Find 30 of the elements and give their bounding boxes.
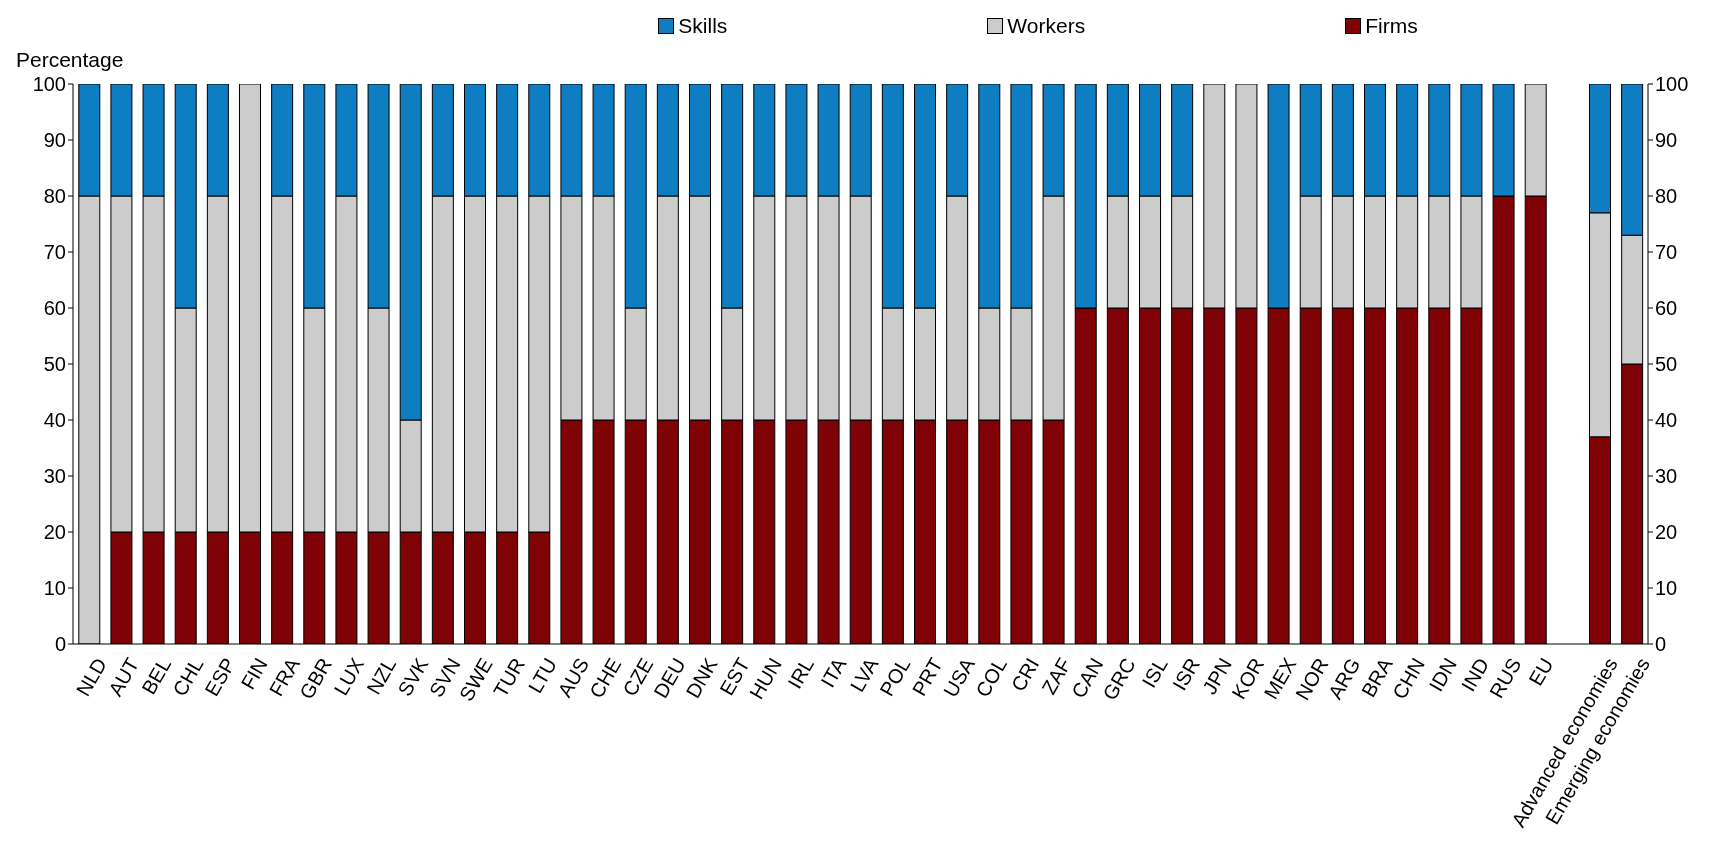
y2-tick-label: 70	[1655, 241, 1678, 264]
y2-tick-label: 30	[1655, 465, 1678, 488]
y-tick-label: 60	[43, 297, 66, 320]
y-tick-label: 30	[43, 465, 66, 488]
y-tick-label: 90	[43, 129, 66, 152]
y-tick-label: 70	[43, 241, 66, 264]
legend-label: Firms	[1365, 14, 1418, 38]
x-tick-label: ITA	[816, 653, 851, 691]
y2-tick-label: 100	[1655, 73, 1689, 96]
x-tick-label: EU	[1524, 654, 1558, 690]
y2-tick-label: 20	[1655, 521, 1678, 544]
y-axis-title: Percentage	[16, 48, 124, 72]
y2-tick-label: 90	[1655, 129, 1678, 152]
y2-tick-label: 50	[1655, 353, 1678, 376]
legend-label: Workers	[1007, 14, 1086, 38]
legend-label: Skills	[678, 14, 728, 38]
y2-tick-label: 40	[1655, 409, 1678, 432]
x-tick-label: IRL	[783, 654, 819, 693]
y-tick-label: 0	[54, 633, 66, 656]
y-tick-label: 10	[43, 577, 66, 600]
y-tick-label: 100	[32, 73, 66, 96]
y-tick-label: 50	[43, 353, 66, 376]
y2-tick-label: 0	[1655, 633, 1667, 656]
x-tick-label: IDN	[1424, 654, 1462, 696]
y2-tick-label: 10	[1655, 577, 1678, 600]
y2-tick-label: 60	[1655, 297, 1678, 320]
y-tick-label: 20	[43, 521, 66, 544]
y-tick-label: 80	[43, 185, 66, 208]
y-tick-label: 40	[43, 409, 66, 432]
y2-tick-label: 80	[1655, 185, 1678, 208]
